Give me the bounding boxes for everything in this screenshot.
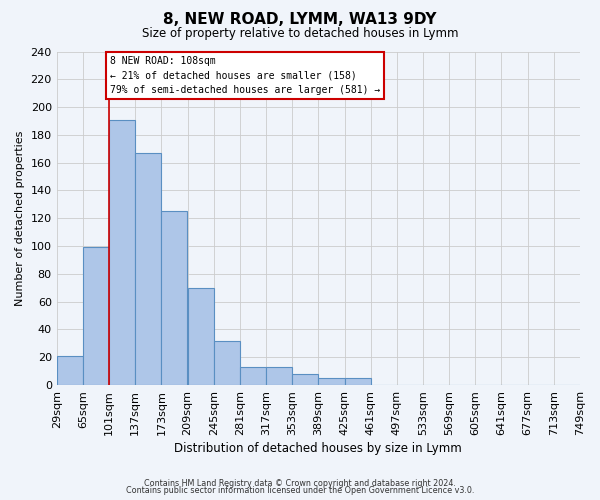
Bar (135, 153, 161, 385)
Text: 8, NEW ROAD, LYMM, WA13 9DY: 8, NEW ROAD, LYMM, WA13 9DY (163, 12, 437, 28)
Text: 8 NEW ROAD: 108sqm
← 21% of detached houses are smaller (158)
79% of semi-detach: 8 NEW ROAD: 108sqm ← 21% of detached hou… (110, 56, 380, 96)
Text: Size of property relative to detached houses in Lymm: Size of property relative to detached ho… (142, 28, 458, 40)
Bar (187, 288, 214, 385)
Bar (214, 340, 240, 385)
Bar (56, 356, 83, 385)
Bar (161, 212, 187, 385)
Bar (240, 367, 266, 385)
Bar (344, 378, 371, 385)
Bar (292, 374, 319, 385)
Bar (266, 367, 292, 385)
Bar (83, 248, 109, 385)
Bar (109, 120, 135, 385)
X-axis label: Distribution of detached houses by size in Lymm: Distribution of detached houses by size … (175, 442, 462, 455)
Text: Contains HM Land Registry data © Crown copyright and database right 2024.: Contains HM Land Registry data © Crown c… (144, 478, 456, 488)
Bar (319, 378, 344, 385)
Text: Contains public sector information licensed under the Open Government Licence v3: Contains public sector information licen… (126, 486, 474, 495)
Y-axis label: Number of detached properties: Number of detached properties (15, 130, 25, 306)
